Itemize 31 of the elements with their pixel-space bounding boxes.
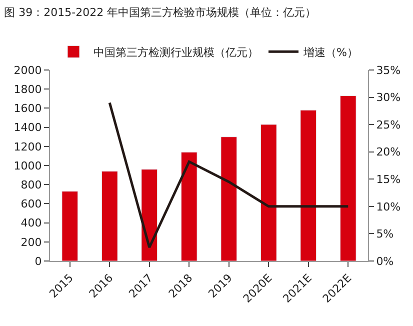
chart-title: 图 39：2015-2022 年中国第三方检验市场规模（单位：亿元） bbox=[4, 6, 316, 19]
y-tick-label: 800 bbox=[20, 178, 42, 192]
y-tick-label: 1200 bbox=[14, 140, 42, 154]
legend-label: 增速（%） bbox=[302, 46, 358, 59]
bar bbox=[260, 124, 277, 261]
y2-tick-label: 35% bbox=[376, 64, 401, 77]
bar bbox=[300, 110, 317, 261]
bar bbox=[340, 96, 356, 261]
bar bbox=[141, 169, 158, 261]
y2-tick-label: 0% bbox=[376, 254, 394, 268]
y2-tick-label: 5% bbox=[376, 228, 394, 241]
y2-tick-label: 15% bbox=[376, 172, 401, 186]
bar bbox=[220, 136, 238, 261]
y-tick-label: 1600 bbox=[14, 102, 42, 116]
bar bbox=[180, 152, 198, 261]
y-tick-label: 400 bbox=[20, 216, 42, 230]
y2-tick-label: 25% bbox=[376, 118, 401, 132]
y-tick-label: 200 bbox=[20, 236, 42, 249]
y-tick-label: 600 bbox=[20, 198, 42, 211]
y-tick-label: 1800 bbox=[14, 82, 42, 96]
y-tick-label: 1400 bbox=[14, 121, 42, 134]
y2-tick-label: 30% bbox=[376, 91, 401, 104]
legend-label: 中国第三方检测行业规模（亿元） bbox=[94, 46, 258, 59]
y-tick-label: 1000 bbox=[14, 159, 42, 172]
y2-tick-label: 20% bbox=[376, 146, 401, 159]
y2-tick-label: 10% bbox=[376, 200, 401, 214]
line-series bbox=[108, 101, 350, 249]
bar bbox=[101, 170, 118, 261]
y-tick-label: 2000 bbox=[14, 64, 42, 77]
bar bbox=[62, 191, 78, 261]
y-tick-label: 0 bbox=[34, 254, 42, 268]
